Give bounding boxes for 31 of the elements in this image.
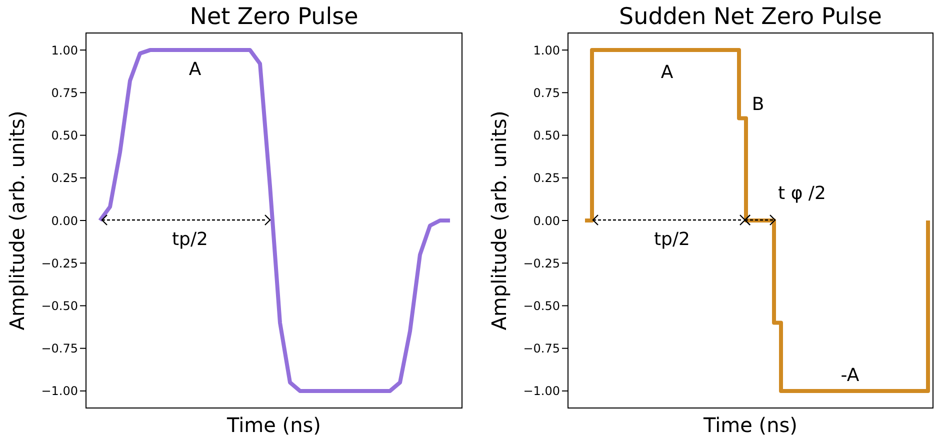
y-tick-label: −0.50: [41, 298, 78, 313]
y-tick-label: 1.00: [533, 43, 560, 58]
y-axis-title: Amplitude (arb. units): [5, 110, 29, 330]
annotation: A: [188, 59, 202, 80]
chart-title: Net Zero Pulse: [190, 4, 358, 30]
y-tick-label: −0.50: [523, 298, 560, 313]
annotation: tp/2: [172, 229, 208, 250]
annotation: -A: [840, 365, 860, 386]
y-tick-label: −0.25: [41, 256, 78, 270]
y-tick-label: −1.00: [523, 384, 560, 398]
y-tick-label: −0.75: [523, 342, 560, 356]
y-tick-label: 0.00: [51, 214, 78, 228]
y-tick-label: 0.25: [51, 171, 78, 186]
x-axis-title: Time (ns): [226, 413, 322, 437]
annotation: t φ /2: [778, 183, 826, 204]
annotation: B: [752, 94, 764, 115]
y-tick-label: 1.00: [51, 43, 78, 58]
y-tick-label: 0.00: [533, 214, 560, 228]
annotation: A: [660, 62, 674, 83]
y-tick-label: 0.50: [533, 128, 560, 143]
y-tick-label: 0.50: [51, 128, 78, 143]
y-tick-label: −0.25: [523, 256, 560, 270]
y-tick-label: 0.25: [533, 171, 560, 186]
y-axis-title: Amplitude (arb. units): [487, 110, 511, 330]
chart-title: Sudden Net Zero Pulse: [619, 4, 882, 30]
y-tick-label: 0.75: [51, 86, 78, 100]
y-tick-label: 0.75: [533, 86, 560, 100]
y-tick-label: −1.00: [41, 384, 78, 398]
annotation: tp/2: [654, 229, 690, 250]
x-axis-title: Time (ns): [702, 413, 798, 437]
y-tick-label: −0.75: [41, 342, 78, 356]
